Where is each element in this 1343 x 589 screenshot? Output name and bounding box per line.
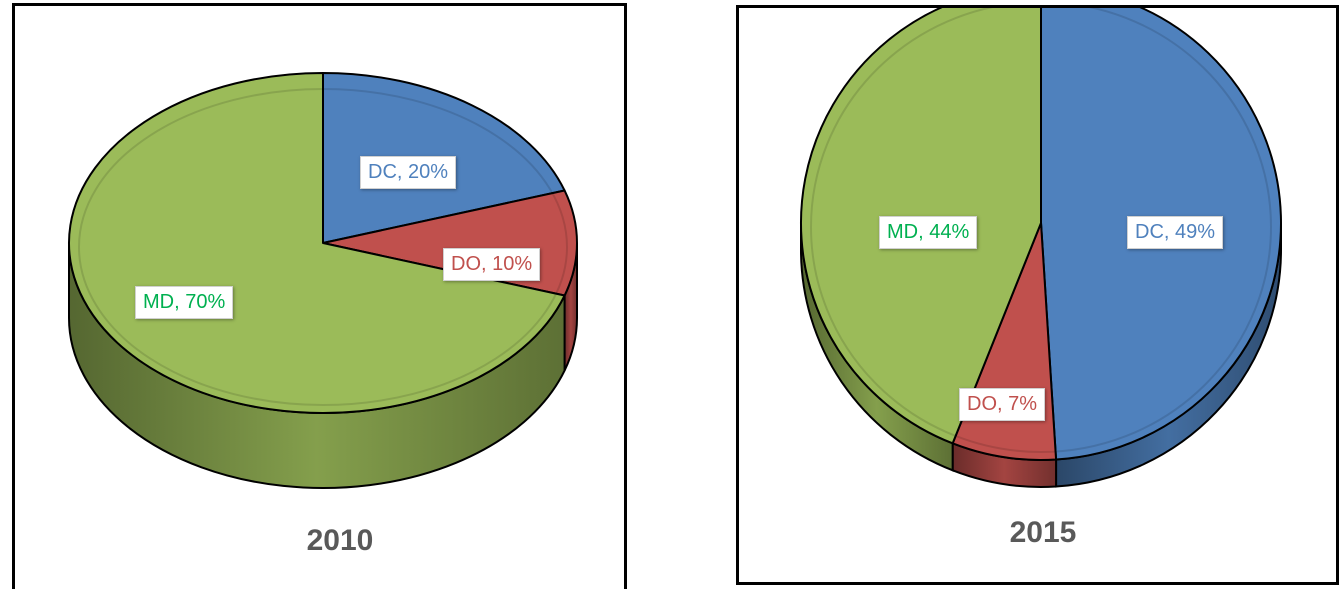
pie-bevel xyxy=(810,8,1272,453)
pie-chart-2015 xyxy=(800,8,1282,488)
data-label-do: DO, 7% xyxy=(959,388,1046,421)
pie-chart-2010 xyxy=(68,72,578,489)
chart-title-2010: 2010 xyxy=(306,524,374,557)
pie-slice-md xyxy=(68,72,566,414)
chart-panel-2015: 2015 DC, 49% DO, 7% MD, 44% xyxy=(736,5,1339,585)
data-label-dc: DC, 20% xyxy=(360,156,457,189)
chart-title-2015: 2015 xyxy=(1009,516,1077,549)
chart-panel-2010: 2010 DC, 20% DO, 10% MD, 70% xyxy=(12,3,627,589)
data-label-do: DO, 10% xyxy=(443,248,541,281)
data-label-dc: DC, 49% xyxy=(1127,216,1224,249)
pie-bevel xyxy=(78,88,568,406)
data-label-md: MD, 44% xyxy=(879,216,978,249)
data-label-md: MD, 70% xyxy=(135,286,234,319)
